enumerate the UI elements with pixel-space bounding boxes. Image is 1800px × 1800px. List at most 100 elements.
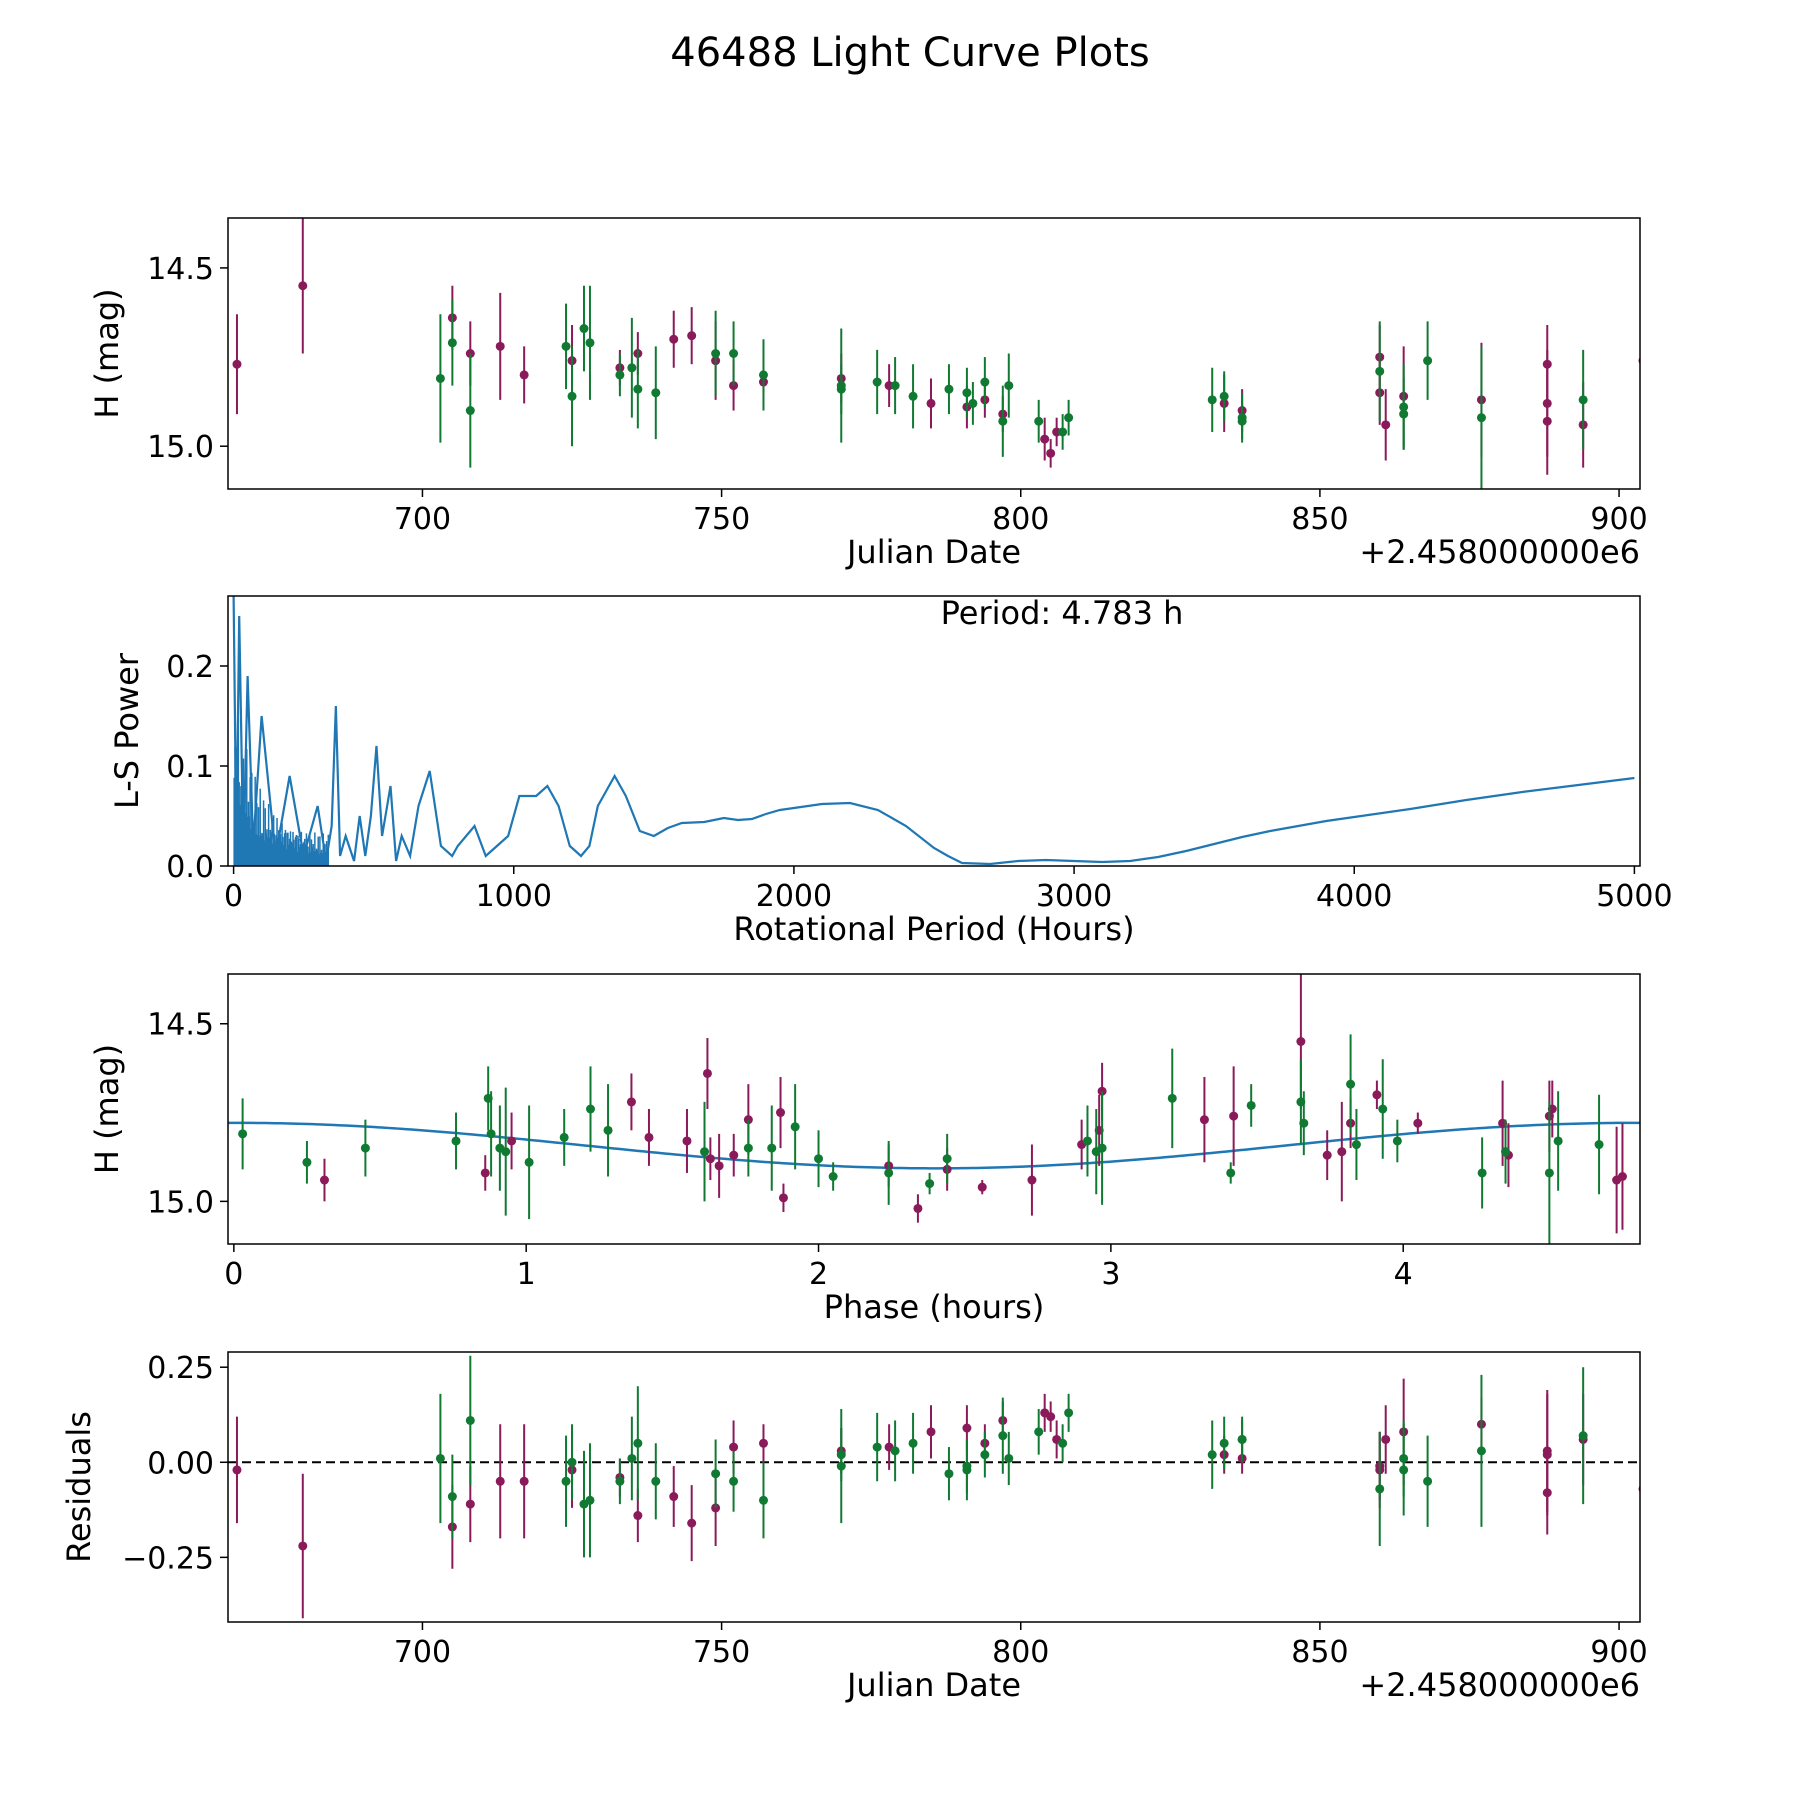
green-point — [1578, 395, 1588, 405]
green-point — [1207, 395, 1217, 405]
green-point — [890, 1446, 900, 1456]
purple-point — [705, 1154, 715, 1164]
green-point — [790, 1122, 800, 1132]
green-point — [567, 391, 577, 401]
purple-point — [519, 370, 529, 380]
green-point — [615, 370, 625, 380]
purple-point — [1617, 1172, 1627, 1181]
purple-point — [977, 1182, 987, 1192]
green-point — [1594, 1140, 1604, 1150]
green-point — [465, 1415, 475, 1425]
green-point — [767, 1143, 777, 1153]
green-point — [1237, 416, 1247, 426]
x-tick-label: 900 — [1590, 1635, 1647, 1670]
green-point — [615, 1476, 625, 1486]
x-tick-label: 0 — [224, 879, 243, 914]
purple-point — [778, 1193, 788, 1203]
purple-point — [687, 1518, 697, 1528]
y-tick-label: −0.25 — [122, 1541, 214, 1576]
purple-point — [913, 1203, 923, 1213]
green-point — [465, 406, 475, 416]
green-point — [603, 1125, 613, 1135]
green-point — [633, 384, 643, 394]
green-point — [729, 349, 739, 358]
green-point — [1004, 1453, 1014, 1463]
purple-point — [495, 341, 505, 351]
purple-point — [682, 1136, 692, 1146]
purple-point — [495, 1476, 505, 1486]
y-axis-title: H (mag) — [88, 288, 126, 418]
x-tick-label: 850 — [1291, 502, 1348, 537]
green-point — [1476, 1446, 1486, 1456]
green-point — [651, 388, 661, 398]
green-point — [1082, 1136, 1092, 1146]
green-point — [998, 1431, 1008, 1441]
x-tick-label: 2 — [809, 1257, 828, 1292]
x-tick-label: 800 — [992, 502, 1049, 537]
purple-point — [1322, 1150, 1332, 1160]
green-point — [486, 1129, 496, 1139]
purple-point — [714, 1161, 724, 1171]
green-point — [1058, 1438, 1068, 1448]
green-point — [561, 1476, 571, 1486]
green-point — [1544, 1168, 1554, 1178]
green-point — [968, 398, 978, 408]
green-point — [1226, 1168, 1236, 1178]
green-point — [1299, 1118, 1309, 1128]
x-axis-title: Julian Date — [845, 1666, 1021, 1704]
x-axis-title: Rotational Period (Hours) — [733, 910, 1134, 948]
green-point — [729, 1476, 739, 1486]
green-point — [1375, 1484, 1385, 1494]
green-point — [524, 1157, 534, 1167]
y-tick-label: 15.0 — [147, 430, 214, 465]
green-point — [451, 1136, 461, 1146]
x-tick-label: 800 — [992, 1635, 1049, 1670]
green-point — [1004, 381, 1014, 391]
purple-point — [1040, 434, 1050, 444]
green-point — [1477, 1168, 1487, 1178]
green-point — [1578, 1431, 1588, 1441]
purple-point — [926, 1427, 936, 1437]
panel-residuals: 700 750 800 850 900 −0.25 0.00 0.25 Julian Date R… — [60, 1351, 1648, 1704]
green-point — [711, 1469, 721, 1479]
purple-point — [1542, 416, 1552, 426]
green-point — [238, 1129, 248, 1139]
green-point — [447, 338, 457, 348]
purple-point — [1199, 1115, 1209, 1125]
x-tick-label: 850 — [1291, 1635, 1348, 1670]
lightcurve-axes-frame — [227, 217, 1641, 490]
x-axis-title: Phase (hours) — [824, 1288, 1045, 1326]
green-point — [1034, 416, 1044, 426]
green-point — [884, 1168, 894, 1178]
green-point — [1501, 1147, 1511, 1157]
green-point — [1399, 402, 1409, 412]
green-point — [1246, 1100, 1256, 1110]
green-point — [1058, 427, 1068, 437]
green-point — [1207, 1450, 1217, 1460]
green-point — [651, 1476, 661, 1486]
x-tick-label: 750 — [693, 1635, 750, 1670]
green-point — [1375, 366, 1385, 376]
x-offset-label: +2.458000000e6 — [1359, 533, 1640, 571]
purple-point — [232, 359, 242, 369]
purple-point — [1046, 448, 1056, 458]
purple-point — [319, 1175, 329, 1185]
purple-point — [1229, 1111, 1239, 1121]
purple-point — [480, 1168, 490, 1178]
residuals-data — [228, 1355, 1640, 1619]
y-tick-label: 15.0 — [147, 1185, 214, 1220]
purple-point — [1381, 1434, 1391, 1444]
green-point — [998, 416, 1008, 426]
green-point — [435, 1453, 445, 1463]
periodogram-data — [232, 596, 1635, 866]
purple-point — [926, 398, 936, 408]
green-point — [1219, 391, 1229, 401]
green-point — [1378, 1104, 1388, 1114]
green-point — [962, 1461, 972, 1471]
y-tick-label: 0.00 — [147, 1446, 214, 1481]
purple-point — [1413, 1118, 1423, 1128]
green-point — [814, 1154, 824, 1164]
green-point — [890, 381, 900, 391]
purple-point — [465, 1499, 475, 1509]
x-tick-label: 1000 — [476, 879, 552, 914]
